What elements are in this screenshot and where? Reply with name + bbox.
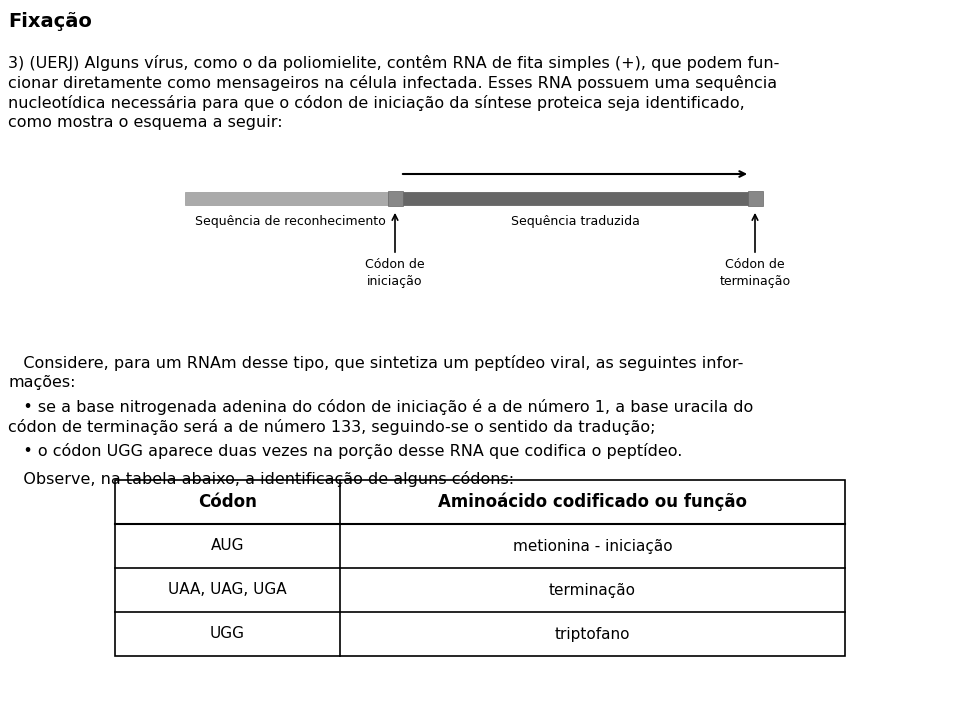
- Text: • se a base nitrogenada adenina do códon de iniciação é a de número 1, a base ur: • se a base nitrogenada adenina do códon…: [8, 399, 754, 415]
- Text: Códon de
iniciação: Códon de iniciação: [365, 258, 425, 288]
- Text: nucleotídica necessária para que o códon de iniciação da síntese proteica seja i: nucleotídica necessária para que o códon…: [8, 95, 745, 111]
- Text: UGG: UGG: [210, 626, 245, 641]
- Text: terminação: terminação: [549, 583, 636, 598]
- Text: 3) (UERJ) Alguns vírus, como o da poliomielite, contêm RNA de fita simples (+), : 3) (UERJ) Alguns vírus, como o da poliom…: [8, 55, 780, 71]
- Text: Aminoácido codificado ou função: Aminoácido codificado ou função: [438, 493, 747, 511]
- Bar: [748, 191, 763, 206]
- Text: triptofano: triptofano: [555, 626, 631, 641]
- Text: Códon: Códon: [198, 493, 257, 511]
- Text: códon de terminação será a de número 133, seguindo-se o sentido da tradução;: códon de terminação será a de número 133…: [8, 419, 656, 435]
- Text: UAA, UAG, UGA: UAA, UAG, UGA: [168, 583, 287, 598]
- Text: Observe, na tabela abaixo, a identificação de alguns códons:: Observe, na tabela abaixo, a identificaç…: [8, 471, 515, 487]
- Text: Considere, para um RNAm desse tipo, que sintetiza um peptídeo viral, as seguinte: Considere, para um RNAm desse tipo, que …: [8, 355, 743, 371]
- Text: cionar diretamente como mensageiros na célula infectada. Esses RNA possuem uma s: cionar diretamente como mensageiros na c…: [8, 75, 778, 91]
- Bar: [395, 192, 755, 205]
- Text: Fixação: Fixação: [8, 12, 92, 31]
- Text: mações:: mações:: [8, 375, 76, 390]
- Text: como mostra o esquema a seguir:: como mostra o esquema a seguir:: [8, 115, 282, 130]
- Text: • o códon UGG aparece duas vezes na porção desse RNA que codifica o peptídeo.: • o códon UGG aparece duas vezes na porç…: [8, 443, 683, 459]
- Text: metionina - iniciação: metionina - iniciação: [513, 538, 672, 553]
- Text: Códon de
terminação: Códon de terminação: [719, 258, 791, 288]
- Text: Sequência traduzida: Sequência traduzida: [511, 215, 640, 228]
- Text: AUG: AUG: [211, 538, 244, 553]
- Text: Sequência de reconhecimento: Sequência de reconhecimento: [195, 215, 385, 228]
- Bar: [388, 191, 403, 206]
- Bar: [185, 192, 395, 205]
- Bar: [115, 480, 845, 656]
